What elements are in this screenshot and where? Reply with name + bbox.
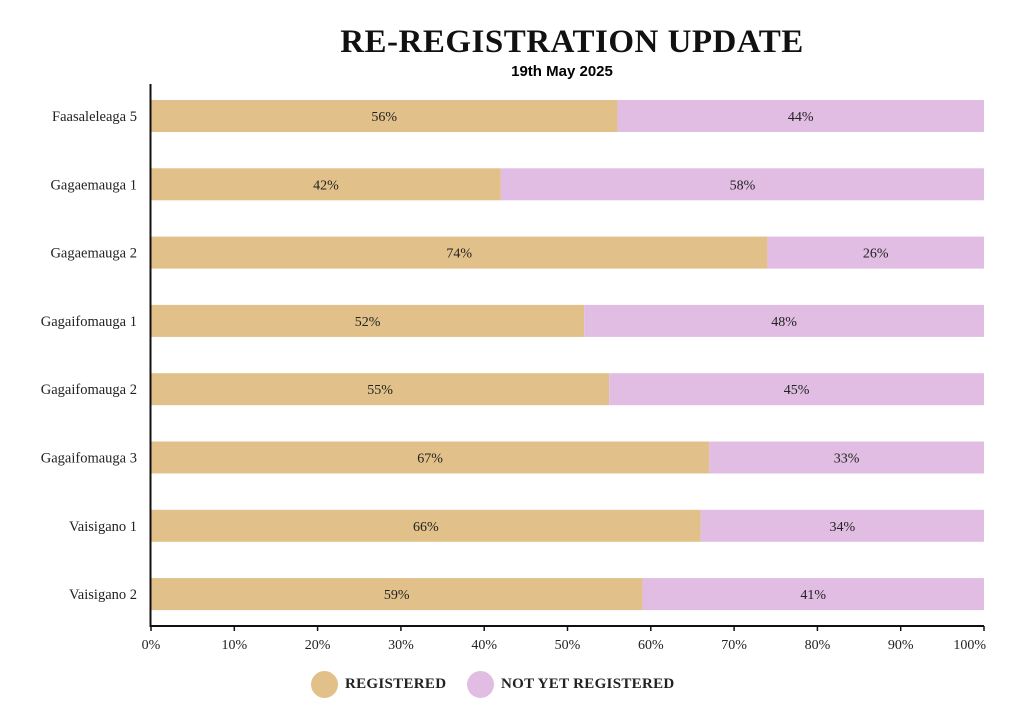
data-label-not-yet-registered-faasaleleaga-5: 44% (788, 110, 814, 125)
x-tick-label-2: 20% (305, 638, 331, 653)
data-label-not-yet-registered-gagaemauga-1: 58% (730, 178, 756, 193)
bar-not-yet-registered-gagaemauga-2 (767, 236, 984, 269)
data-label-registered-faasaleleaga-5: 56% (371, 110, 397, 125)
bar-registered-gagaifomauga-3 (151, 441, 710, 474)
bar-registered-faasaleleaga-5 (151, 100, 618, 132)
category-label-gagaemauga-1: Gagaemauga 1 (50, 177, 137, 193)
data-label-registered-gagaifomauga-1: 52% (355, 315, 381, 330)
bar-not-yet-registered-faasaleleaga-5 (617, 100, 984, 132)
bar-not-yet-registered-gagaifomauga-3 (709, 441, 984, 474)
x-tick-label-1: 10% (221, 638, 247, 653)
x-tick-label-10: 100% (953, 638, 986, 653)
data-label-not-yet-registered-gagaifomauga-3: 33% (834, 452, 860, 467)
category-label-gagaifomauga-2: Gagaifomauga 2 (41, 382, 137, 398)
chart-title: RE-REGISTRATION UPDATE (340, 24, 804, 60)
x-tick-label-9: 90% (888, 638, 914, 653)
bar-not-yet-registered-gagaifomauga-2 (609, 373, 984, 406)
data-label-not-yet-registered-gagaemauga-2: 26% (863, 247, 889, 262)
legend-swatch-registered (311, 670, 338, 698)
category-label-gagaemauga-2: Gagaemauga 2 (50, 246, 137, 262)
data-label-registered-vaisigano-1: 66% (413, 520, 439, 535)
bar-registered-vaisigano-2 (151, 578, 643, 611)
data-label-registered-vaisigano-2: 59% (384, 588, 410, 603)
data-label-not-yet-registered-vaisigano-2: 41% (800, 588, 826, 603)
category-label-vaisigano-2: Vaisigano 2 (69, 587, 137, 603)
x-tick-label-7: 70% (721, 638, 747, 653)
category-label-vaisigano-1: Vaisigano 1 (69, 519, 137, 535)
bar-registered-vaisigano-1 (151, 509, 701, 542)
x-tick-label-3: 30% (388, 638, 414, 653)
bar-not-yet-registered-gagaemauga-1 (500, 168, 984, 201)
x-tick-label-5: 50% (555, 638, 581, 653)
category-label-gagaifomauga-1: Gagaifomauga 1 (41, 314, 137, 330)
bar-not-yet-registered-vaisigano-1 (700, 509, 984, 542)
bar-registered-gagaifomauga-2 (151, 373, 610, 406)
x-tick-label-0: 0% (142, 638, 161, 653)
bar-registered-gagaemauga-2 (151, 236, 768, 269)
x-tick-label-8: 80% (805, 638, 831, 653)
x-tick-label-4: 40% (471, 638, 497, 653)
category-label-gagaifomauga-3: Gagaifomauga 3 (41, 451, 137, 467)
bar-not-yet-registered-gagaifomauga-1 (584, 304, 984, 337)
data-label-not-yet-registered-gagaifomauga-1: 48% (771, 315, 797, 330)
bar-registered-gagaemauga-1 (151, 168, 501, 201)
chart-subtitle: 19th May 2025 (511, 63, 613, 80)
legend-item-registered: REGISTERED (311, 670, 446, 698)
data-label-registered-gagaemauga-1: 42% (313, 178, 339, 193)
data-label-not-yet-registered-vaisigano-1: 34% (830, 520, 856, 535)
category-label-faasaleleaga-5: Faasaleleaga 5 (52, 109, 137, 125)
legend: REGISTERED NOT YET REGISTERED (0, 668, 1024, 700)
legend-swatch-not-yet-registered (467, 670, 494, 698)
stacked-bar-chart: 56% 44% Faasaleleaga 5 42% 58% Gagaemauga 1 74… (41, 84, 986, 653)
bar-registered-gagaifomauga-1 (151, 304, 585, 337)
data-label-not-yet-registered-gagaifomauga-2: 45% (784, 383, 810, 398)
x-tick-label-6: 60% (638, 638, 664, 653)
bar-not-yet-registered-vaisigano-2 (642, 578, 984, 611)
data-label-registered-gagaemauga-2: 74% (446, 247, 472, 262)
data-label-registered-gagaifomauga-2: 55% (367, 383, 393, 398)
legend-label-not-yet-registered: NOT YET REGISTERED (501, 675, 675, 692)
legend-label-registered: REGISTERED (345, 675, 447, 692)
data-label-registered-gagaifomauga-3: 67% (417, 452, 443, 467)
legend-item-not-yet-registered: NOT YET REGISTERED (467, 670, 675, 698)
